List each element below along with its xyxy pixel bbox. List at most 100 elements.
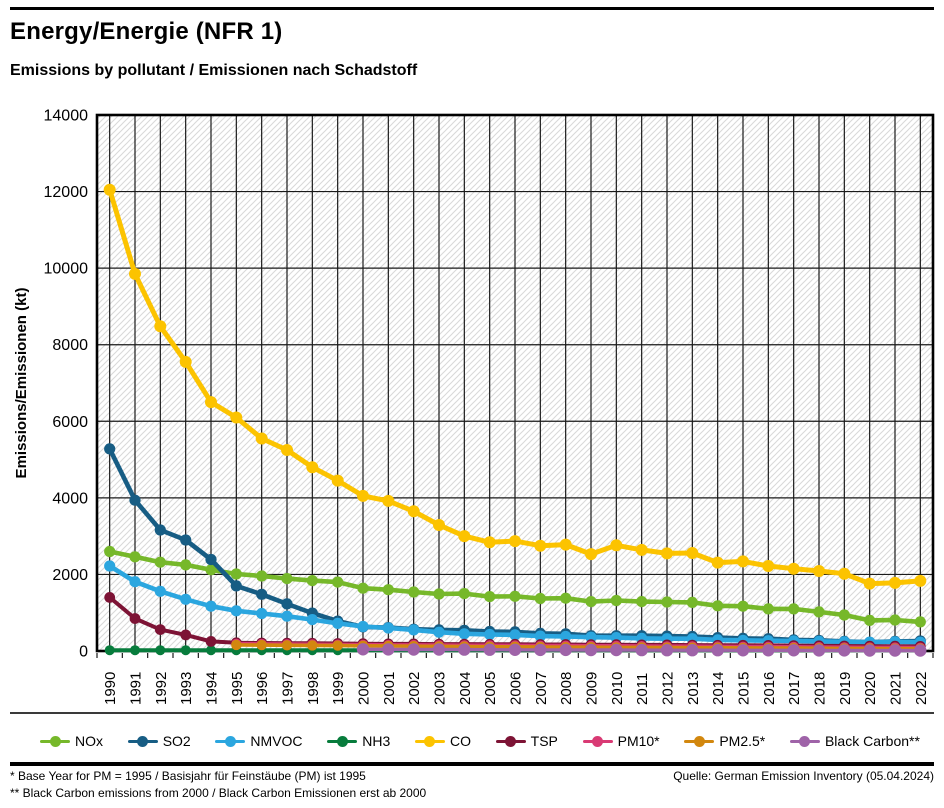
series-point-NOx xyxy=(306,575,318,587)
y-tick-label: 0 xyxy=(79,644,88,661)
x-tick-label: 2012 xyxy=(660,672,677,705)
series-point-Black Carbon** xyxy=(458,643,471,656)
y-tick-label: 6000 xyxy=(52,414,88,431)
series-point-Black Carbon** xyxy=(635,643,648,657)
series-point-NOx xyxy=(838,609,850,621)
series-point-CO xyxy=(357,489,369,502)
series-point-NOx xyxy=(433,588,445,600)
series-point-CO xyxy=(509,535,521,548)
legend-marker-icon xyxy=(495,735,526,747)
series-point-Black Carbon** xyxy=(559,643,572,657)
series-point-NH3 xyxy=(206,645,216,656)
x-tick-label: 2004 xyxy=(457,672,474,705)
series-point-NMVOC xyxy=(306,614,318,626)
series-point-SO2 xyxy=(180,534,192,546)
footnote-base-year: * Base Year for PM = 1995 / Basisjahr fü… xyxy=(10,769,366,783)
legend-item-PM2.5*: PM2.5* xyxy=(684,733,765,749)
legend-marker-icon xyxy=(414,735,445,747)
legend-item-NMVOC: NMVOC xyxy=(215,733,303,749)
series-point-NMVOC xyxy=(129,576,141,588)
legend-marker-icon xyxy=(327,735,358,747)
series-point-Black Carbon** xyxy=(787,644,800,657)
series-point-SO2 xyxy=(205,553,217,566)
series-point-CO xyxy=(483,536,496,549)
series-point-NMVOC xyxy=(534,630,546,642)
series-point-NMVOC xyxy=(357,620,369,633)
series-point-NMVOC xyxy=(205,600,217,612)
page-subtitle: Emissions by pollutant / Emissionen nach… xyxy=(10,62,418,79)
legend-label: Black Carbon** xyxy=(824,733,920,749)
x-tick-label: 1991 xyxy=(128,672,145,705)
series-point-CO xyxy=(559,538,572,551)
series-point-NOx xyxy=(382,584,394,596)
series-point-CO xyxy=(661,547,673,560)
series-point-CO xyxy=(914,574,927,587)
series-point-NOx xyxy=(914,616,926,628)
x-tick-label: 2000 xyxy=(356,672,373,705)
page-title: Energy/Energie (NFR 1) xyxy=(10,18,283,45)
series-point-NMVOC xyxy=(332,617,344,630)
series-point-NOx xyxy=(889,614,901,626)
y-tick-label: 12000 xyxy=(44,184,89,201)
series-point-TSP xyxy=(205,636,217,647)
series-point-NMVOC xyxy=(433,626,445,638)
y-tick-label: 8000 xyxy=(52,337,88,354)
y-tick-label: 10000 xyxy=(44,261,89,278)
series-point-PM2.5* xyxy=(332,640,343,651)
x-tick-label: 1997 xyxy=(280,672,297,705)
series-point-NOx xyxy=(661,596,673,608)
series-point-CO xyxy=(433,519,445,531)
x-tick-label: 2006 xyxy=(508,672,525,705)
legend-marker-icon xyxy=(789,735,820,747)
series-point-CO xyxy=(382,494,395,507)
x-tick-label: 2010 xyxy=(609,672,626,705)
emissions-chart-svg: 0 2000 4000 6000 8000 10000 12000 14000 1990 1991… xyxy=(13,108,935,705)
legend-label: SO2 xyxy=(162,733,191,749)
x-tick-label: 2008 xyxy=(558,672,575,705)
series-point-Black Carbon** xyxy=(534,643,547,657)
x-tick-label: 2003 xyxy=(432,672,449,705)
x-tick-label: 2011 xyxy=(634,673,651,705)
top-rule xyxy=(10,7,934,10)
legend-label: PM2.5* xyxy=(719,733,766,749)
x-tick-label: 2019 xyxy=(837,672,854,705)
legend-item-PM10*: PM10* xyxy=(582,733,660,749)
series-point-CO xyxy=(787,562,800,575)
series-point-SO2 xyxy=(104,443,116,455)
series-point-NOx xyxy=(737,600,749,612)
series-point-Black Carbon** xyxy=(838,644,851,657)
series-point-NOx xyxy=(509,590,521,602)
series-point-Black Carbon** xyxy=(736,644,750,657)
series-point-PM2.5* xyxy=(256,639,267,651)
series-point-Black Carbon** xyxy=(660,644,674,657)
series-point-Black Carbon** xyxy=(432,643,446,656)
x-tick-label: 2014 xyxy=(710,672,727,705)
legend-marker-icon xyxy=(582,735,613,747)
x-tick-label: 2020 xyxy=(862,672,879,705)
series-point-SO2 xyxy=(154,524,166,536)
series-point-CO xyxy=(306,461,319,474)
series-point-PM2.5* xyxy=(281,640,293,651)
series-point-NMVOC xyxy=(408,624,420,636)
series-point-CO xyxy=(813,565,825,577)
series-point-NMVOC xyxy=(585,631,597,643)
bottom-rule xyxy=(10,762,934,766)
x-tick-label: 2007 xyxy=(533,672,550,705)
series-point-NOx xyxy=(458,588,470,600)
series-point-NH3 xyxy=(130,645,140,656)
series-point-CO xyxy=(129,267,141,280)
source-note: Quelle: German Emission Inventory (05.04… xyxy=(673,769,934,783)
series-point-NOx xyxy=(154,556,166,568)
legend-label: NH3 xyxy=(362,733,391,749)
legend-item-NOx: NOx xyxy=(40,733,103,749)
x-tick-label: 1992 xyxy=(153,672,170,705)
series-point-NOx xyxy=(762,603,774,615)
series-point-CO xyxy=(179,355,192,368)
x-tick-label: 2001 xyxy=(381,672,398,705)
series-point-CO xyxy=(205,396,217,409)
series-point-NMVOC xyxy=(509,629,521,641)
y-tick-label: 14000 xyxy=(44,108,89,125)
series-point-TSP xyxy=(129,613,141,624)
series-point-NOx xyxy=(686,596,698,608)
